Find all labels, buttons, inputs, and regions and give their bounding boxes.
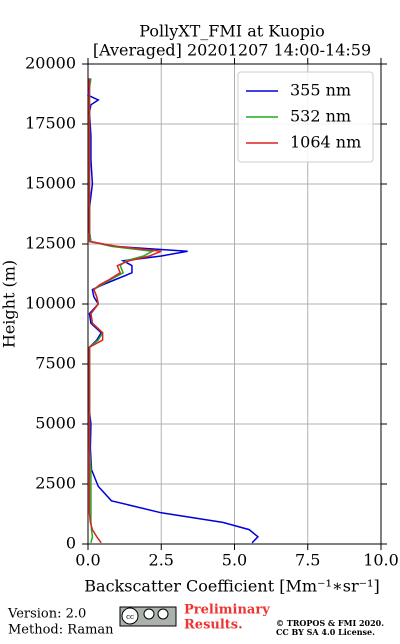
method: Method: Raman [8, 623, 114, 638]
preliminary: Preliminary [184, 603, 270, 618]
legend-label: 1064 nm [290, 133, 361, 152]
x-tick-label: 5.0 [222, 551, 247, 570]
line [87, 78, 260, 544]
y-axis-label: Height (m) [0, 260, 19, 348]
chart-title: PollyXT_FMI at Kuopio [139, 22, 325, 41]
copyright: © TROPOS & FMI 2020. [276, 618, 384, 628]
line [88, 78, 162, 544]
legend-box [237, 71, 374, 163]
y-tick-label: 17500 [25, 114, 76, 133]
line [88, 78, 155, 543]
version: Version: 2.0 [7, 607, 86, 622]
plot-frame [87, 63, 382, 545]
x-tick-label: 0.0 [75, 551, 100, 570]
svg-text:cc: cc [126, 613, 134, 621]
x-tick-label: 7.5 [295, 551, 320, 570]
chart-subtitle: [Averaged] 20201207 14:00-14:59 [93, 41, 371, 60]
y-tick-label: 12500 [25, 234, 76, 253]
copyright: CC BY SA 4.0 License. [276, 627, 375, 637]
x-axis-label: Backscatter Coefficient [Mm⁻¹∗sr⁻¹] [84, 577, 379, 596]
cc-logo: cc [119, 606, 177, 627]
preliminary: Results. [184, 618, 243, 633]
legend-label: 355 nm [290, 81, 351, 100]
x-tick-label: 2.5 [149, 551, 174, 570]
y-tick-label: 5000 [35, 414, 76, 433]
legend-label: 532 nm [290, 107, 351, 126]
y-tick-label: 10000 [25, 294, 76, 313]
y-tick-label: 20000 [25, 54, 76, 73]
y-tick-label: 2500 [35, 474, 76, 493]
y-tick-label: 15000 [25, 174, 76, 193]
y-tick-label: 7500 [35, 354, 76, 373]
x-tick-label: 10.0 [363, 551, 399, 570]
y-tick-label: 0 [66, 534, 76, 553]
